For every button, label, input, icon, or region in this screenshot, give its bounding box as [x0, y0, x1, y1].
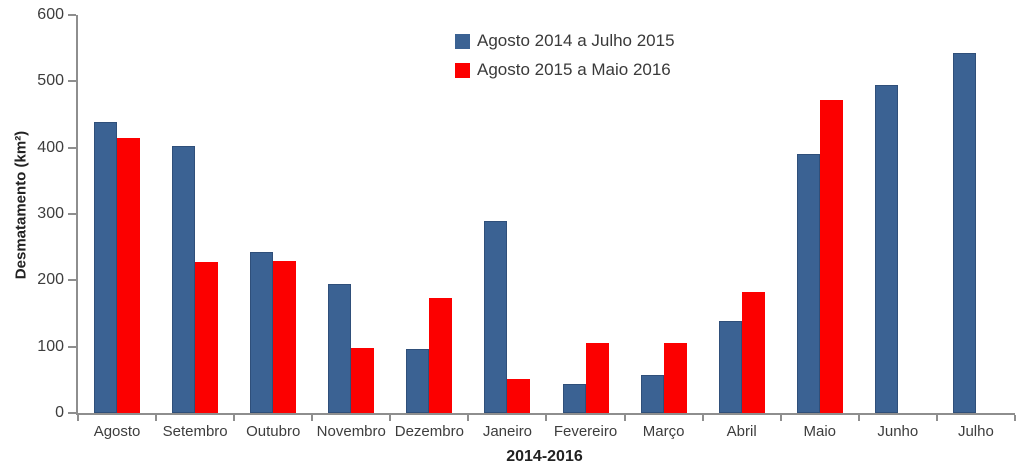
- y-axis-tick: [68, 146, 76, 149]
- bar-series-2: [117, 138, 141, 413]
- bar-series-2: [819, 99, 843, 413]
- y-axis-tick: [68, 14, 76, 16]
- x-tick-label: Junho: [877, 423, 919, 440]
- bar-series-1: [250, 251, 274, 413]
- x-axis-tick: [467, 415, 470, 421]
- x-axis-tick: [545, 415, 548, 421]
- x-tick-label: Outubro: [246, 423, 301, 440]
- bar-series-2: [507, 379, 531, 413]
- x-tick-label: Janeiro: [482, 423, 533, 440]
- y-axis-tick: [68, 279, 76, 282]
- bar-series-1: [952, 52, 976, 413]
- category-group: Maio: [781, 15, 860, 440]
- x-tick-label: Setembro: [162, 423, 228, 440]
- bar-series-2: [351, 348, 375, 413]
- y-tick-label: 200: [37, 271, 64, 289]
- x-axis-tick: [857, 415, 860, 421]
- x-axis-tick: [1013, 415, 1016, 421]
- category-group: Dezembro: [390, 15, 470, 440]
- x-axis-tick: [155, 415, 158, 421]
- y-axis-tick: [68, 345, 76, 348]
- category-group: Agosto: [77, 15, 158, 440]
- x-tick-label: Dezembro: [394, 423, 464, 440]
- legend-swatch-icon: [455, 33, 470, 49]
- bar-series-2: [663, 342, 687, 413]
- x-axis-tick: [77, 415, 79, 421]
- legend: Agosto 2014 a Julho 2015 Agosto 2015 a Ma…: [455, 31, 675, 89]
- category-group: Janeiro: [468, 15, 548, 440]
- category-group: Fevereiro: [546, 15, 626, 440]
- bar-series-1: [796, 154, 820, 413]
- bar-series-1: [328, 283, 352, 413]
- x-axis-tick: [935, 415, 938, 421]
- y-axis-tick: [68, 412, 76, 414]
- category-group: Março: [625, 15, 704, 440]
- x-tick-label: Março: [642, 423, 685, 440]
- y-tick-label: 300: [37, 205, 64, 222]
- x-axis-tick: [701, 415, 704, 421]
- y-tick-label: 600: [37, 6, 64, 23]
- x-axis-tick: [389, 415, 392, 421]
- bar-series-2: [585, 342, 609, 413]
- bar-series-1: [640, 374, 664, 413]
- bar-series-1: [562, 383, 586, 413]
- x-axis-title: 2014-2016: [506, 448, 583, 465]
- bar-series-2: [273, 261, 297, 413]
- x-tick-label: Maio: [803, 423, 836, 440]
- x-axis-tick: [623, 415, 626, 421]
- legend-item: Agosto 2014 a Julho 2015: [455, 31, 675, 51]
- bar-series-1: [718, 320, 742, 413]
- y-tick-label: 0: [55, 404, 64, 421]
- x-tick-label: Novembro: [316, 423, 386, 440]
- category-group: Abril: [703, 15, 782, 440]
- y-tick-label: 500: [37, 72, 64, 90]
- plot-area: Agosto Setembro Outubro Novembro Dezembro Jan…: [37, 6, 1016, 440]
- legend-swatch-icon: [455, 62, 470, 78]
- y-tick-label: 400: [37, 138, 64, 156]
- legend-label: Agosto 2014 a Julho 2015: [477, 31, 675, 50]
- bar-series-1: [406, 349, 430, 413]
- bar-series-2: [741, 292, 765, 413]
- x-axis-tick: [233, 415, 236, 421]
- bar-series-1: [172, 145, 196, 413]
- y-axis-tick: [68, 80, 76, 83]
- y-axis-tick: [68, 213, 76, 215]
- bar-series-1: [94, 122, 118, 413]
- category-group: Novembro: [312, 15, 392, 440]
- y-tick-label: 100: [37, 337, 64, 355]
- category-group: Julho: [937, 15, 1016, 440]
- x-tick-label: Abril: [726, 423, 757, 440]
- legend-item: Agosto 2015 a Maio 2016: [455, 60, 675, 80]
- bar-series-1: [484, 221, 508, 413]
- category-group: Setembro: [156, 15, 236, 440]
- x-tick-label: Fevereiro: [553, 423, 618, 440]
- x-axis-tick: [779, 415, 782, 421]
- legend-label: Agosto 2015 a Maio 2016: [477, 60, 671, 79]
- bar-series-2: [195, 262, 219, 413]
- bar-groups: Agosto Setembro Outubro Novembro Dezembro Jan…: [77, 15, 1016, 440]
- bar-series-1: [874, 84, 898, 413]
- category-group: Junho: [859, 15, 938, 440]
- x-tick-label: Julho: [957, 423, 994, 440]
- category-group: Outubro: [234, 15, 314, 440]
- x-axis-tick: [311, 415, 314, 421]
- x-tick-label: Agosto: [93, 423, 141, 440]
- bar-series-2: [429, 297, 453, 413]
